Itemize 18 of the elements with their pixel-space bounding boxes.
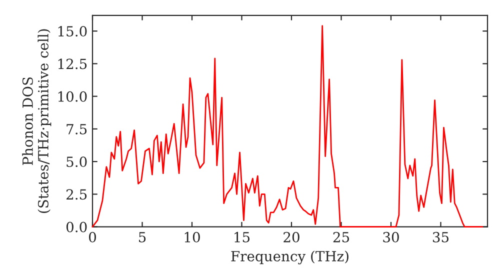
y-tick-label: 2.5 <box>66 189 87 200</box>
y-tick-label: 10.0 <box>58 91 87 102</box>
y-tick-label: 7.5 <box>66 124 87 134</box>
y-tick-label: 5.0 <box>66 156 87 168</box>
y-tick-label: 15.0 <box>58 26 87 37</box>
x-tick-label: 0 <box>88 232 96 242</box>
line-series <box>92 25 484 228</box>
x-tick-label: 25 <box>333 232 350 242</box>
x-tick-label: 5 <box>139 232 146 242</box>
y-tick-label: 12.5 <box>58 58 87 70</box>
y-tick-label: 0.0 <box>66 222 87 232</box>
x-axis-title: Frequency (THz) <box>231 250 348 264</box>
y-axis-title: Phonon DOS (States/THz·primitive cell) <box>22 29 52 213</box>
x-tick-label: 30 <box>383 232 399 242</box>
x-tick-label: 35 <box>432 232 448 242</box>
x-tick-label: 20 <box>284 232 300 242</box>
x-tick-label: 10 <box>184 232 200 242</box>
x-tick-label: 15 <box>234 232 250 242</box>
